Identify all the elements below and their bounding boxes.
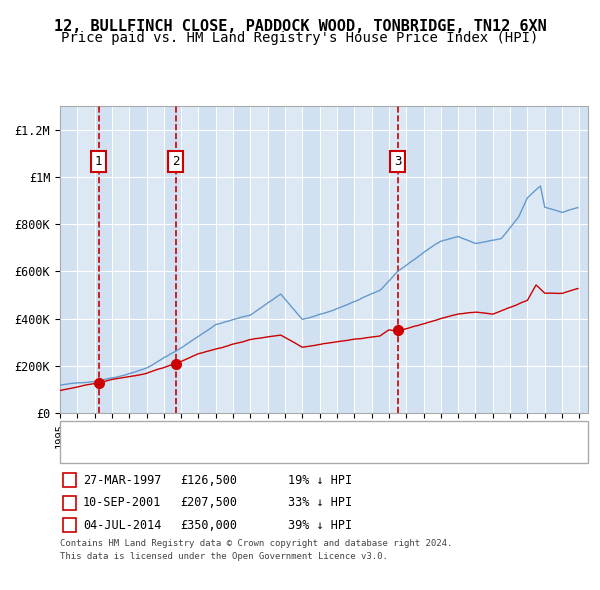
Text: £350,000: £350,000	[180, 519, 237, 532]
Text: 12, BULLFINCH CLOSE, PADDOCK WOOD, TONBRIDGE, TN12 6XN (detached house): 12, BULLFINCH CLOSE, PADDOCK WOOD, TONBR…	[99, 428, 543, 438]
Text: HPI: Average price, detached house, Tunbridge Wells: HPI: Average price, detached house, Tunb…	[99, 446, 418, 456]
Bar	[199, 106, 216, 413]
Text: ———: ———	[67, 425, 109, 440]
Bar	[441, 106, 458, 413]
Text: 1: 1	[66, 474, 73, 487]
Text: 39% ↓ HPI: 39% ↓ HPI	[288, 519, 352, 532]
Bar	[164, 106, 181, 413]
Text: Price paid vs. HM Land Registry's House Price Index (HPI): Price paid vs. HM Land Registry's House …	[61, 31, 539, 45]
Bar	[233, 106, 250, 413]
Text: 3: 3	[66, 519, 73, 532]
Bar	[60, 106, 77, 413]
Text: 33% ↓ HPI: 33% ↓ HPI	[288, 496, 352, 509]
Text: 2: 2	[66, 496, 73, 509]
Bar	[95, 106, 112, 413]
Bar	[580, 106, 596, 413]
Text: 12, BULLFINCH CLOSE, PADDOCK WOOD, TONBRIDGE, TN12 6XN: 12, BULLFINCH CLOSE, PADDOCK WOOD, TONBR…	[53, 19, 547, 34]
Bar	[545, 106, 562, 413]
Bar	[371, 106, 389, 413]
Bar	[302, 106, 320, 413]
Bar	[475, 106, 493, 413]
Text: £207,500: £207,500	[180, 496, 237, 509]
Text: 2: 2	[172, 155, 179, 168]
Text: 19% ↓ HPI: 19% ↓ HPI	[288, 474, 352, 487]
Bar	[510, 106, 527, 413]
Text: £126,500: £126,500	[180, 474, 237, 487]
Text: 04-JUL-2014: 04-JUL-2014	[83, 519, 161, 532]
Text: This data is licensed under the Open Government Licence v3.0.: This data is licensed under the Open Gov…	[60, 552, 388, 561]
Text: 10-SEP-2001: 10-SEP-2001	[83, 496, 161, 509]
Text: 3: 3	[394, 155, 401, 168]
Bar	[129, 106, 146, 413]
Bar	[406, 106, 424, 413]
Bar	[268, 106, 285, 413]
Text: 1: 1	[95, 155, 103, 168]
Text: 27-MAR-1997: 27-MAR-1997	[83, 474, 161, 487]
Text: ———: ———	[67, 444, 109, 458]
Text: Contains HM Land Registry data © Crown copyright and database right 2024.: Contains HM Land Registry data © Crown c…	[60, 539, 452, 548]
Bar	[337, 106, 354, 413]
